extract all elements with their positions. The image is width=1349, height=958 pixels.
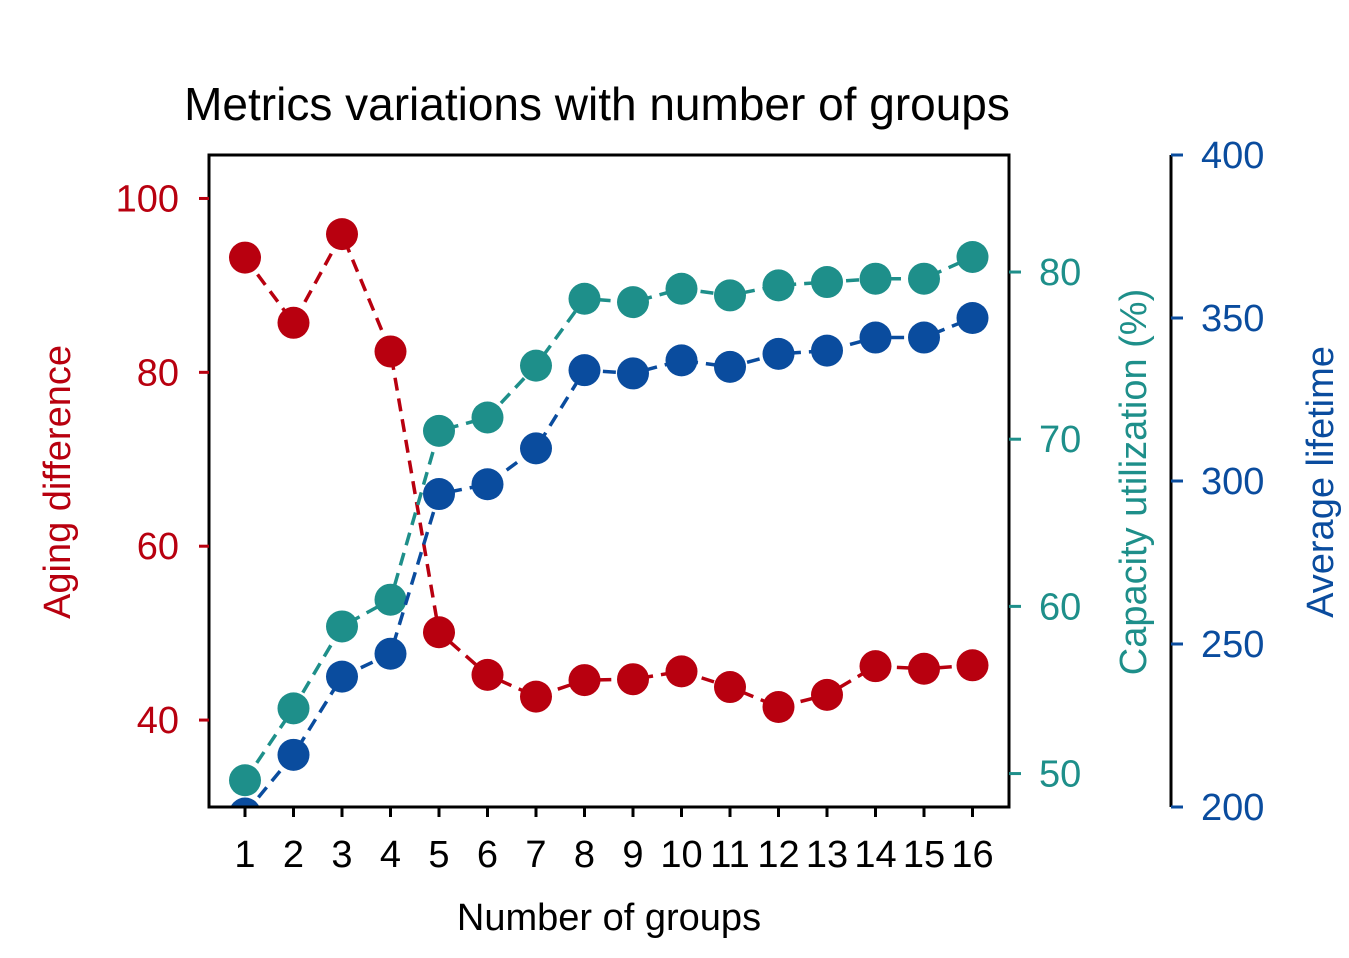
- point-lifetime: [617, 357, 649, 390]
- chart-title: Metrics variations with number of groups: [184, 78, 1010, 130]
- point-aging: [423, 616, 455, 649]
- x-axis-label: Number of groups: [457, 897, 761, 939]
- x-tick-label: 14: [854, 834, 896, 876]
- plot-area: [229, 218, 989, 807]
- point-aging: [811, 678, 843, 711]
- point-aging: [617, 663, 649, 696]
- point-capacity: [617, 286, 649, 319]
- point-aging: [665, 655, 698, 688]
- point-capacity: [859, 262, 892, 295]
- x-tick-label: 2: [283, 834, 304, 876]
- x-tick-label: 5: [428, 834, 449, 876]
- point-capacity: [665, 272, 698, 305]
- point-capacity: [520, 349, 552, 382]
- point-capacity: [908, 262, 940, 295]
- point-capacity: [326, 610, 358, 643]
- left-y-tick-label: 80: [137, 352, 179, 394]
- left-y-tick-label: 100: [116, 178, 179, 220]
- x-tick-label: 8: [574, 834, 595, 876]
- point-lifetime: [277, 738, 310, 771]
- point-capacity: [714, 279, 746, 312]
- point-lifetime: [762, 337, 795, 370]
- point-lifetime: [908, 321, 940, 354]
- chart-title-group: Metrics variations with number of groups: [184, 78, 1010, 130]
- point-aging: [568, 664, 601, 697]
- point-lifetime: [665, 344, 698, 377]
- x-tick-label: 13: [806, 834, 848, 876]
- point-aging: [277, 306, 310, 339]
- right-axis-label: Average lifetime: [1300, 346, 1342, 618]
- plot-frame: [207, 153, 1011, 809]
- point-lifetime: [811, 334, 843, 367]
- point-lifetime: [568, 354, 601, 387]
- x-tick-label: 3: [331, 834, 352, 876]
- point-capacity: [229, 764, 261, 797]
- middle-y-tick-label: 60: [1039, 586, 1081, 628]
- point-lifetime: [714, 350, 746, 383]
- x-tick-label: 11: [710, 834, 749, 876]
- left-y-tick-label: 60: [137, 526, 179, 568]
- point-capacity: [762, 269, 795, 302]
- point-lifetime: [230, 797, 260, 807]
- point-aging: [374, 335, 407, 368]
- point-lifetime: [471, 468, 504, 501]
- point-aging: [520, 680, 552, 713]
- right-y-tick-label: 200: [1201, 787, 1264, 829]
- middle-y-tick-label: 50: [1039, 754, 1081, 796]
- point-capacity: [423, 414, 455, 447]
- right-y-tick-label: 400: [1201, 135, 1264, 177]
- point-lifetime: [374, 637, 407, 670]
- point-aging: [859, 650, 892, 683]
- right-y-tick-label: 250: [1201, 624, 1264, 666]
- point-capacity: [956, 240, 989, 273]
- middle-axis-label: Capacity utilization (%): [1113, 289, 1155, 675]
- x-tick-label: 6: [477, 834, 498, 876]
- point-aging: [714, 671, 746, 704]
- point-capacity: [471, 401, 504, 434]
- point-aging: [762, 691, 795, 724]
- point-capacity: [374, 583, 407, 616]
- x-tick-label: 1: [234, 834, 255, 876]
- right-y-tick-label: 300: [1201, 461, 1264, 503]
- x-tick-label: 9: [622, 834, 643, 876]
- left-y-tick-label: 40: [137, 700, 179, 742]
- point-lifetime: [956, 302, 989, 334]
- series-line-capacity: [243, 255, 974, 782]
- series-line-lifetime: [248, 316, 974, 807]
- series-line-aging: [243, 230, 973, 709]
- x-tick-label: 16: [951, 834, 993, 876]
- point-lifetime: [520, 432, 552, 465]
- series-lifetime: [230, 302, 989, 807]
- point-capacity: [811, 266, 843, 299]
- point-aging: [956, 649, 989, 682]
- x-tick-label: 4: [380, 834, 401, 876]
- point-capacity: [277, 692, 310, 725]
- axes: 1 2 3 4 5 6 7 8 9 10 11 12 13 14 15 1640608010050607080…: [116, 135, 1265, 876]
- point-capacity: [568, 282, 601, 315]
- point-aging: [326, 218, 358, 251]
- left-axis-label: Aging difference: [37, 345, 79, 619]
- middle-y-tick-label: 80: [1039, 252, 1081, 294]
- point-lifetime: [326, 660, 358, 693]
- series-aging: [229, 218, 989, 724]
- series-capacity: [229, 240, 989, 797]
- point-lifetime: [423, 478, 455, 511]
- middle-y-tick-label: 70: [1039, 419, 1081, 461]
- point-lifetime: [859, 321, 892, 354]
- x-tick-label: 7: [525, 834, 546, 876]
- x-tick-label: 15: [903, 834, 945, 876]
- x-tick-label: 10: [660, 834, 702, 876]
- right-y-tick-label: 350: [1201, 298, 1264, 340]
- x-tick-label: 12: [757, 834, 799, 876]
- point-aging: [908, 652, 940, 685]
- axis-labels: Number of groups Aging difference Capaci…: [37, 289, 1342, 939]
- point-aging: [471, 658, 504, 691]
- point-aging: [229, 241, 261, 274]
